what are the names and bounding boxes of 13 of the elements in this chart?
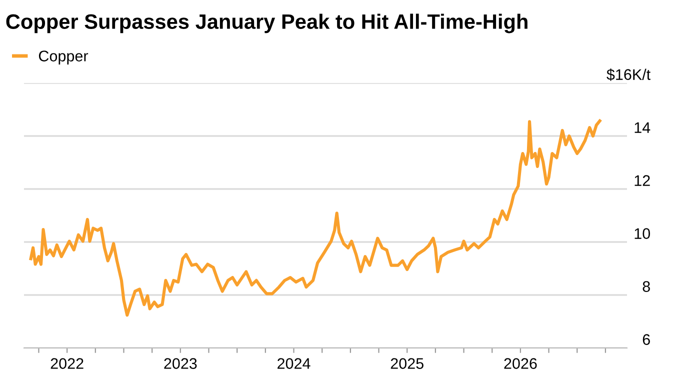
y-tick-label: 10 (634, 228, 650, 239)
legend-label: Copper (38, 50, 88, 64)
chart-title: Copper Surpasses January Peak to Hit All-Time-High (6, 14, 528, 34)
y-tick-label: 6 (642, 334, 650, 345)
x-tick-label: 2025 (390, 358, 424, 369)
x-tick-label: 2023 (164, 358, 197, 369)
y-tick-label: 8 (642, 281, 650, 292)
y-tick-label: 12 (634, 175, 650, 186)
x-tick-label: 2026 (504, 358, 537, 369)
y-tick-label: $16K/t (606, 68, 650, 81)
y-tick-label: 14 (634, 122, 650, 133)
x-tick-label: 2024 (278, 358, 310, 369)
x-tick-label: 2022 (50, 358, 84, 369)
